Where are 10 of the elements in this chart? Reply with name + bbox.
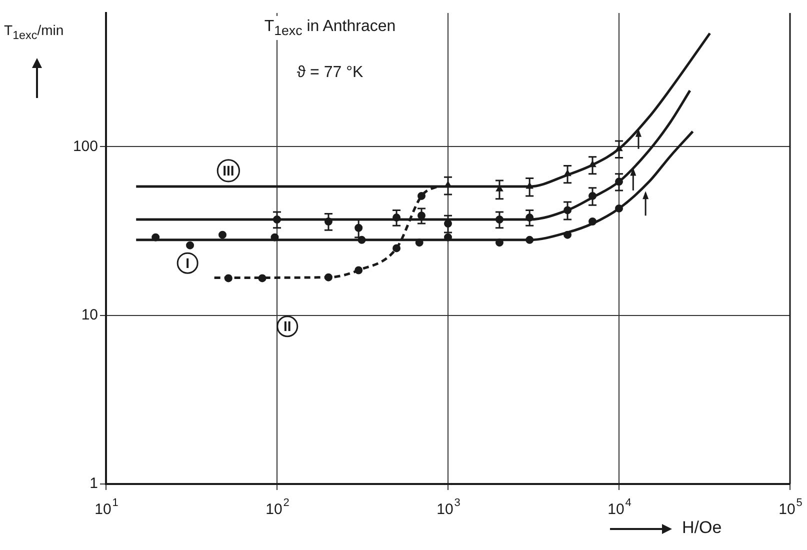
annotation: I bbox=[186, 254, 190, 271]
y-tick-label: 1 bbox=[90, 475, 98, 492]
annotation: II bbox=[283, 318, 292, 334]
text: ϑ = 77 °K bbox=[296, 64, 364, 82]
chart-title: T$_{1exc}$ in Anthracen bbox=[256, 16, 404, 40]
annotation: III bbox=[222, 162, 234, 179]
y-tick-label: 10 bbox=[81, 306, 98, 324]
y-tick-label: 100 bbox=[72, 138, 98, 155]
y-axis-title: T$_{1exc}$/min bbox=[4, 22, 64, 42]
x-axis-title: H/Oe bbox=[682, 518, 722, 538]
